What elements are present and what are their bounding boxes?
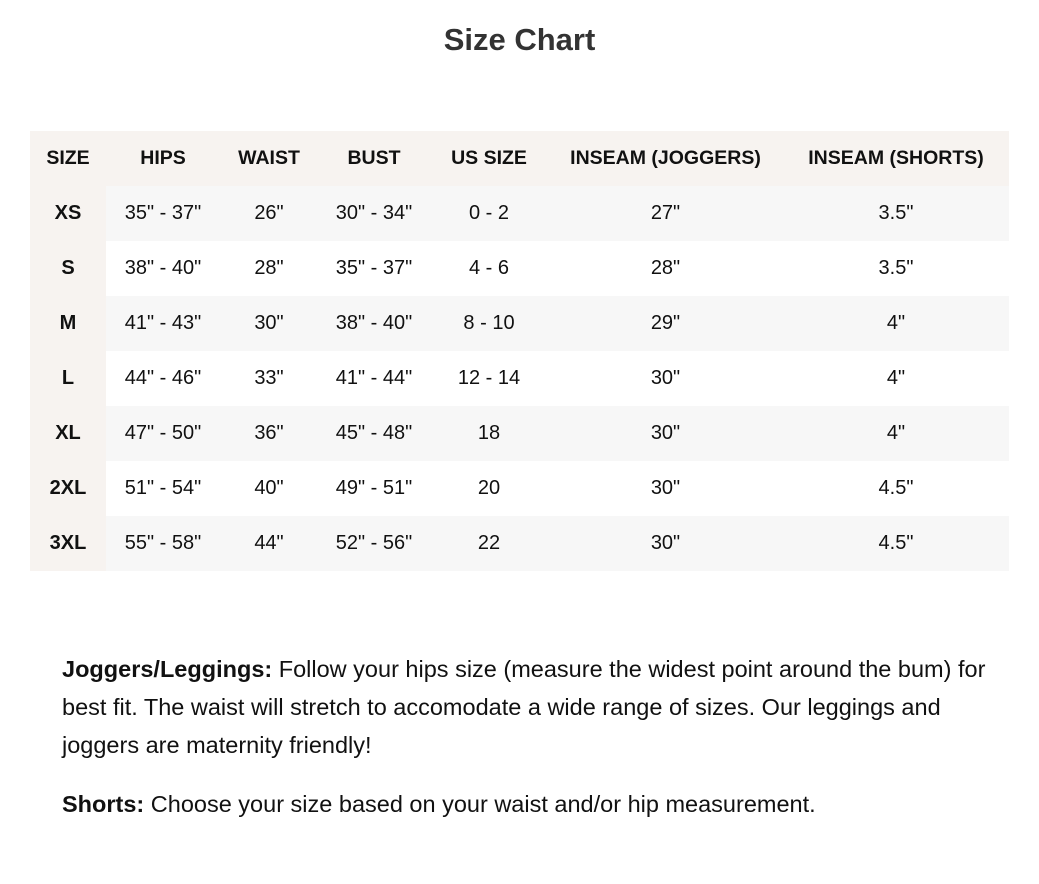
table-cell: 26": [220, 186, 318, 241]
table-row: XS 35" - 37" 26" 30" - 34" 0 - 2 27" 3.5": [30, 186, 1009, 241]
table-row: L 44" - 46" 33" 41" - 44" 12 - 14 30" 4": [30, 351, 1009, 406]
table-cell: 45" - 48": [318, 406, 430, 461]
table-cell: 29": [548, 296, 783, 351]
table-row: 2XL 51" - 54" 40" 49" - 51" 20 30" 4.5": [30, 461, 1009, 516]
table-cell: 4": [783, 296, 1009, 351]
column-header: HIPS: [106, 131, 220, 186]
size-notes: Joggers/Leggings: Follow your hips size …: [62, 650, 997, 844]
table-cell: 28": [220, 241, 318, 296]
table-cell: 41" - 43": [106, 296, 220, 351]
table-cell: 44": [220, 516, 318, 571]
shorts-note-text: Choose your size based on your waist and…: [144, 791, 816, 817]
size-chart-table: SIZE HIPS WAIST BUST US SIZE INSEAM (JOGGERS)…: [30, 131, 1009, 571]
table-cell: 27": [548, 186, 783, 241]
page-title: Size Chart: [443, 22, 596, 57]
table-cell: 41" - 44": [318, 351, 430, 406]
table-cell: 35" - 37": [318, 241, 430, 296]
table-cell: 3.5": [783, 186, 1009, 241]
table-cell: 49" - 51": [318, 461, 430, 516]
column-header: BUST: [318, 131, 430, 186]
table-cell: 30": [548, 351, 783, 406]
table-cell: 52" - 56": [318, 516, 430, 571]
table-row: M 41" - 43" 30" 38" - 40" 8 - 10 29" 4": [30, 296, 1009, 351]
table-row: S 38" - 40" 28" 35" - 37" 4 - 6 28" 3.5": [30, 241, 1009, 296]
table-row: XL 47" - 50" 36" 45" - 48" 18 30" 4": [30, 406, 1009, 461]
size-label-cell: XL: [30, 406, 106, 461]
table-cell: 44" - 46": [106, 351, 220, 406]
table-cell: 35" - 37": [106, 186, 220, 241]
table-cell: 47" - 50": [106, 406, 220, 461]
table-cell: 8 - 10: [430, 296, 548, 351]
table-cell: 30": [220, 296, 318, 351]
table-cell: 28": [548, 241, 783, 296]
table-cell: 55" - 58": [106, 516, 220, 571]
joggers-note-label: Joggers/Leggings:: [62, 656, 273, 682]
table-cell: 3.5": [783, 241, 1009, 296]
table-cell: 4": [783, 406, 1009, 461]
column-header: WAIST: [220, 131, 318, 186]
size-label-cell: M: [30, 296, 106, 351]
table-cell: 4.5": [783, 516, 1009, 571]
column-header: US SIZE: [430, 131, 548, 186]
column-header: INSEAM (SHORTS): [783, 131, 1009, 186]
joggers-note-text: Follow your hips size (measure the wides…: [62, 656, 986, 758]
table-cell: 18: [430, 406, 548, 461]
column-header: SIZE: [30, 131, 106, 186]
table-cell: 12 - 14: [430, 351, 548, 406]
size-label-cell: 3XL: [30, 516, 106, 571]
table-cell: 38" - 40": [318, 296, 430, 351]
column-header: INSEAM (JOGGERS): [548, 131, 783, 186]
table-cell: 0 - 2: [430, 186, 548, 241]
size-label-cell: S: [30, 241, 106, 296]
size-label-cell: L: [30, 351, 106, 406]
table-cell: 30": [548, 406, 783, 461]
size-label-cell: XS: [30, 186, 106, 241]
joggers-note: Joggers/Leggings: Follow your hips size …: [62, 650, 997, 764]
table-cell: 40": [220, 461, 318, 516]
table-cell: 20: [430, 461, 548, 516]
table-cell: 4": [783, 351, 1009, 406]
table-cell: 36": [220, 406, 318, 461]
table-cell: 4 - 6: [430, 241, 548, 296]
table-cell: 4.5": [783, 461, 1009, 516]
table-header-row: SIZE HIPS WAIST BUST US SIZE INSEAM (JOGGERS)…: [30, 131, 1009, 186]
table-cell: 22: [430, 516, 548, 571]
shorts-note-label: Shorts:: [62, 791, 145, 817]
table-cell: 30": [548, 516, 783, 571]
table-cell: 30": [548, 461, 783, 516]
table-cell: 30" - 34": [318, 186, 430, 241]
table-cell: 51" - 54": [106, 461, 220, 516]
table-cell: 33": [220, 351, 318, 406]
table-row: 3XL 55" - 58" 44" 52" - 56" 22 30" 4.5": [30, 516, 1009, 571]
size-label-cell: 2XL: [30, 461, 106, 516]
table-cell: 38" - 40": [106, 241, 220, 296]
shorts-note: Shorts: Choose your size based on your w…: [62, 785, 997, 823]
